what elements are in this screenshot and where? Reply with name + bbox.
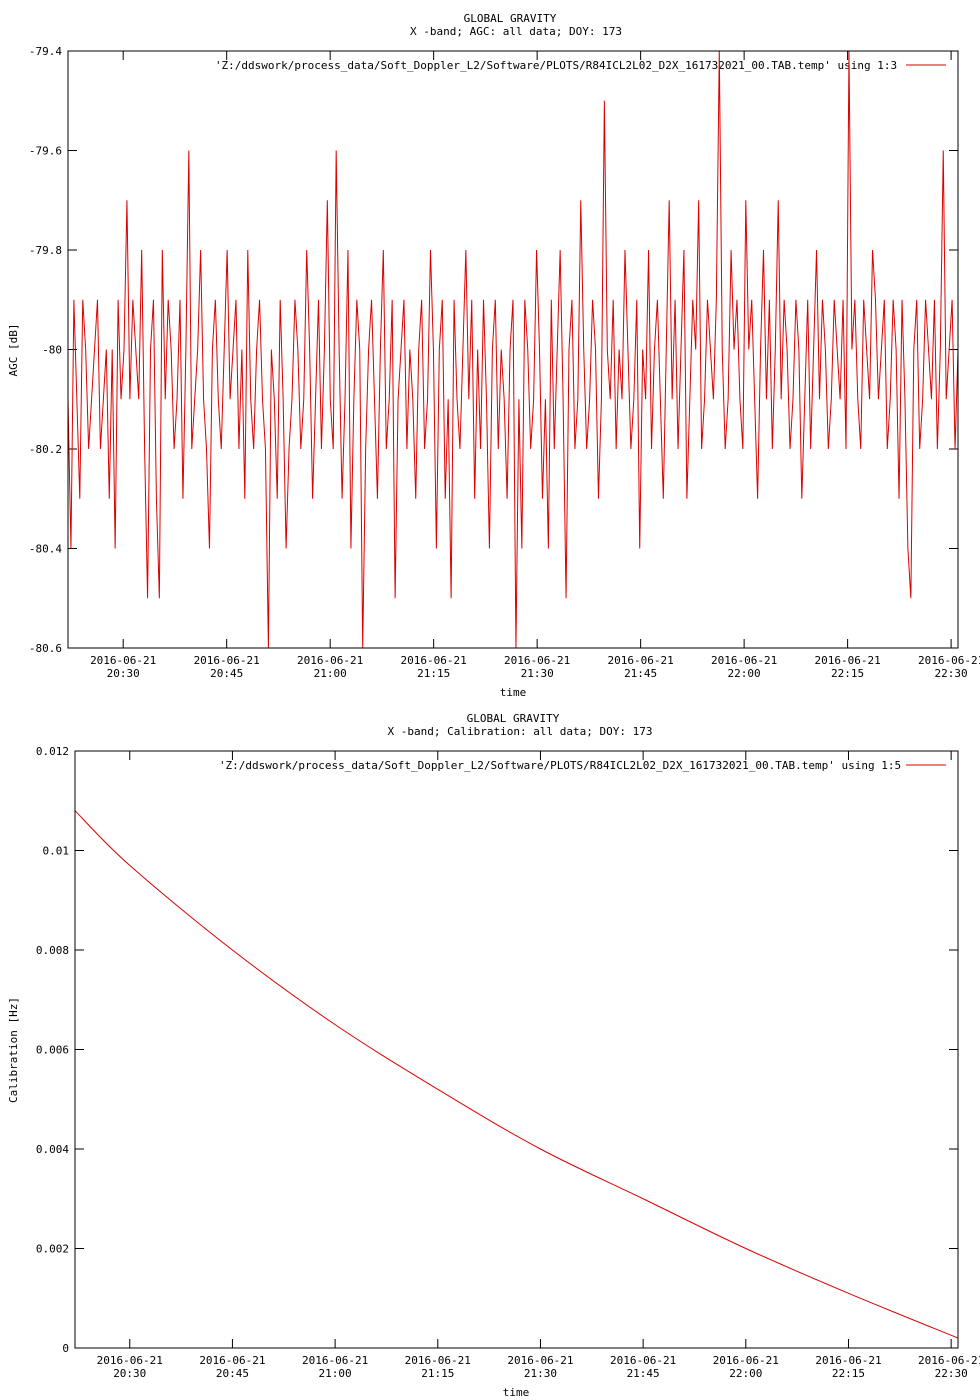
x-tick-date: 2016-06-21 [194,654,260,667]
x-tick-time: 22:15 [832,1367,865,1380]
x-tick-time: 20:30 [107,667,140,680]
y-tick-label: 0.012 [36,745,69,758]
x-tick-time: 21:45 [624,667,657,680]
y-tick-label: -80.2 [29,443,62,456]
axis-ticks: 0.012 0.01 0.008 0.006 0.004 0.002 0 2016-06-21… [36,745,980,1380]
x-tick-date: 2016-06-21 [504,654,570,667]
series-line [74,810,959,1339]
x-tick-date: 2016-06-21 [918,654,980,667]
x-tick-time: 21:30 [521,667,554,680]
chart-title: GLOBAL GRAVITY [467,712,560,725]
x-tick-date: 2016-06-21 [199,1354,265,1367]
x-tick-time: 21:45 [627,1367,660,1380]
x-tick-date: 2016-06-21 [507,1354,573,1367]
y-tick-label: -80 [42,344,62,357]
y-tick-label: 0 [62,1342,69,1355]
legend-label: 'Z:/ddswork/process_data/Soft_Doppler_L2… [215,59,897,72]
y-tick-label: -80.6 [29,642,62,655]
x-tick-date: 2016-06-21 [711,654,777,667]
chart-subtitle: X -band; Calibration: all data; DOY: 173 [388,725,653,738]
x-tick-time: 21:00 [314,667,347,680]
y-tick-label: 0.006 [36,1044,69,1057]
y-tick-label: 0.01 [43,845,70,858]
plot-area [67,50,959,649]
x-tick-date: 2016-06-21 [302,1354,368,1367]
x-tick-time: 21:30 [524,1367,557,1380]
x-tick-date: 2016-06-21 [401,654,467,667]
x-tick-time: 22:00 [728,667,761,680]
chart-subtitle: X -band; AGC: all data; DOY: 173 [410,25,622,38]
x-tick-date: 2016-06-21 [918,1354,980,1367]
x-tick-date: 2016-06-21 [713,1354,779,1367]
plot-area [74,810,959,1339]
x-tick-date: 2016-06-21 [97,1354,163,1367]
x-tick-time: 21:15 [417,667,450,680]
x-tick-date: 2016-06-21 [297,654,363,667]
x-tick-time: 22:15 [831,667,864,680]
x-tick-time: 20:30 [113,1367,146,1380]
x-tick-date: 2016-06-21 [610,1354,676,1367]
x-tick-time: 22:00 [729,1367,762,1380]
x-tick-date: 2016-06-21 [405,1354,471,1367]
agc-chart: GLOBAL GRAVITY X -band; AGC: all data; D… [7,12,980,699]
x-axis-label: time [503,1386,530,1399]
x-tick-time: 20:45 [210,667,243,680]
x-axis-label: time [500,686,527,699]
plot-frame [67,50,959,649]
y-tick-label: -79.4 [29,45,62,58]
series-line [67,50,959,649]
y-tick-label: -79.8 [29,244,62,257]
x-tick-time: 21:15 [421,1367,454,1380]
x-tick-date: 2016-06-21 [814,654,880,667]
calibration-chart: GLOBAL GRAVITY X -band; Calibration: all… [7,712,980,1399]
x-tick-time: 20:45 [216,1367,249,1380]
x-tick-time: 22:30 [935,667,968,680]
x-tick-time: 22:30 [935,1367,968,1380]
x-tick-date: 2016-06-21 [815,1354,881,1367]
y-tick-label: 0.002 [36,1243,69,1256]
y-axis-label: Calibration [Hz] [7,997,20,1103]
chart-title: GLOBAL GRAVITY [464,12,557,25]
y-tick-label: -80.4 [29,543,62,556]
x-tick-date: 2016-06-21 [90,654,156,667]
y-tick-label: 0.008 [36,944,69,957]
plot-frame [74,750,959,1349]
axis-ticks: -79.4 -79.6 -79.8 -80 -80.2 -80.4 -80.6 2016-06… [29,45,980,680]
x-tick-time: 21:00 [319,1367,352,1380]
legend-label: 'Z:/ddswork/process_data/Soft_Doppler_L2… [219,759,901,772]
y-axis-label: AGC [dB] [7,324,20,377]
x-tick-date: 2016-06-21 [608,654,674,667]
y-tick-label: 0.004 [36,1143,69,1156]
y-tick-label: -79.6 [29,145,62,158]
